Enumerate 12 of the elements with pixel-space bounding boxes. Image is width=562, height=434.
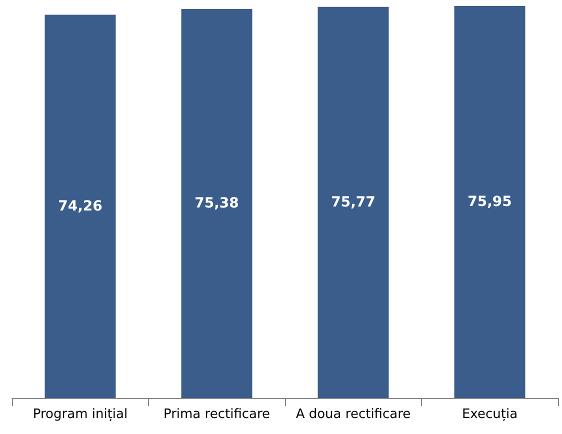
x-tick-label: Execuția — [462, 407, 518, 422]
data-label: 75,38 — [194, 195, 239, 212]
x-tick-label: Prima rectificare — [163, 407, 270, 422]
x-tick-label: Program inițial — [32, 407, 128, 422]
bar — [454, 6, 526, 398]
data-label: 75,77 — [331, 194, 376, 210]
x-tick-label: A doua rectificare — [296, 407, 411, 422]
data-label: 75,95 — [468, 194, 512, 210]
bar — [44, 14, 116, 398]
data-label: 74,26 — [58, 198, 102, 214]
bar — [181, 8, 252, 398]
bar — [318, 6, 389, 398]
